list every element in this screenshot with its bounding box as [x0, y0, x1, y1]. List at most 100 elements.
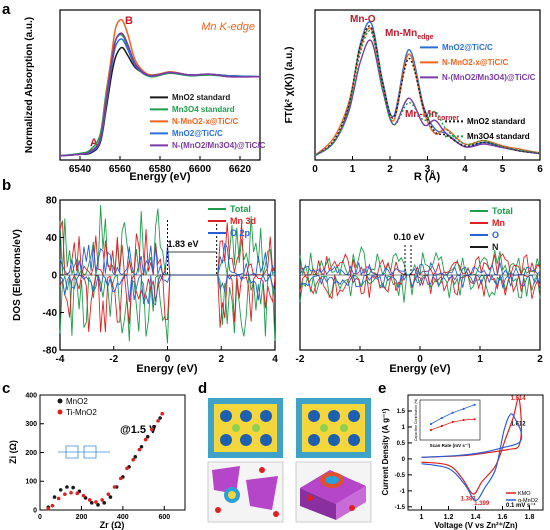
equivalent-circuit-inset: [58, 445, 110, 459]
x-tick-label: 2: [387, 164, 393, 175]
legend-label: Ti-MnO2: [66, 408, 97, 417]
data-point: [131, 457, 136, 462]
inset-x-label: Scan Rate (mV s⁻¹): [430, 443, 471, 448]
data-point: [71, 485, 75, 490]
data-point: [143, 437, 148, 442]
panel-a-left-chart: Mn K-edge Energy (eV) Normalized Absorpt…: [24, 9, 266, 183]
structure-bottom-right: [295, 461, 372, 523]
x-tick-label: 1: [350, 164, 356, 175]
x-tick-label: 4: [272, 354, 278, 365]
data-point: [100, 498, 104, 502]
x-tick-label: 6540: [69, 164, 92, 175]
data-point: [69, 490, 73, 495]
x-axis-label: Energy (eV): [136, 363, 197, 375]
data-point: [112, 485, 117, 489]
data-point: [96, 503, 100, 507]
data-point: [150, 427, 154, 432]
panel-a-right-chart: R (Å) FT(k² χ(K)) (a.u.) Mn-O Mn-Mnedge …: [284, 9, 543, 183]
x-tick-label: 6: [537, 164, 543, 175]
legend-label: MnO2 standard: [467, 117, 525, 126]
data-point: [63, 492, 67, 496]
x-tick-label: 0: [417, 354, 423, 365]
legend-label: Total: [492, 206, 513, 216]
cv-curve: [421, 413, 523, 501]
legend-marker: [57, 398, 63, 404]
data-point: [56, 496, 61, 501]
legend-label: Mn3O4 standard: [467, 132, 530, 141]
x-tick-label: 1.6: [498, 514, 508, 521]
inset-point: [451, 411, 454, 414]
x-tick-label: 200: [76, 514, 88, 521]
y-tick-label: 0.5: [397, 441, 406, 447]
x-tick-label: 0: [38, 514, 42, 521]
x-tick-label: 6580: [149, 164, 172, 175]
annotation-a: A: [90, 137, 98, 149]
legend-label: N-(MnO2/Mn3O4)@TiC/C: [442, 73, 536, 82]
x-axis-label: Energy (eV): [389, 363, 450, 375]
annotation-b: B: [125, 15, 133, 27]
y-tick-label: 100: [25, 479, 37, 486]
y-axis-label: Normalized Absorption (a.u.): [24, 17, 35, 153]
x-tick-label: 4: [462, 164, 468, 175]
inset-point: [440, 424, 443, 428]
cv-curve: [421, 397, 523, 495]
data-point: [145, 434, 150, 439]
inset-point: [451, 420, 454, 424]
panel-label-b: b: [2, 177, 11, 194]
y-tick-label: 200: [25, 450, 37, 457]
inset-point: [429, 428, 433, 432]
chart-title: Mn K-edge: [201, 21, 255, 33]
panel-c-chart: Zr (Ω) Zi (Ω) @1.5 V 0 200 400 600 0 100 200 30…: [8, 392, 186, 530]
data-point: [133, 455, 138, 459]
x-tick-label: 400: [117, 514, 129, 521]
series-line: [314, 25, 541, 157]
data-point: [160, 411, 165, 416]
x-tick-label: 2: [218, 354, 224, 365]
legend-label: N-MnO2-x@TiC/C: [442, 58, 509, 67]
inset-point: [473, 418, 476, 421]
legend-label: KMO: [518, 491, 531, 497]
data-point: [108, 495, 113, 499]
data-point: [118, 476, 123, 481]
peak-label: 1.399: [474, 501, 490, 507]
annotation-mn-mn-edge: Mn-Mnedge: [385, 28, 434, 41]
x-tick-label: -1: [356, 354, 365, 365]
data-point: [137, 447, 142, 452]
legend-label: MnO2 standard: [172, 93, 230, 102]
y-axis-label: DOS (Electrons/eV): [12, 229, 23, 321]
panel-b-right-chart: Energy (eV) 0.10 eV -2 -1 0 1 2 Total Mn ON: [296, 199, 543, 375]
data-point: [52, 495, 57, 499]
data-point: [102, 501, 107, 505]
panel-label-c: c: [2, 380, 10, 397]
legend-label: α-MnO2: [518, 498, 538, 504]
y-tick-label: 400: [25, 392, 37, 399]
data-point: [158, 416, 162, 420]
x-tick-label: 0: [165, 354, 171, 365]
data-point: [139, 444, 144, 449]
data-point: [50, 503, 55, 508]
data-point: [156, 419, 160, 423]
series-line: [59, 32, 261, 157]
y-tick-label: -1.5: [395, 505, 406, 511]
legend-label: O 2p: [230, 228, 251, 238]
x-tick-label: -4: [56, 354, 65, 365]
inset-y-label: Capacitive Contribution (%): [414, 399, 418, 442]
x-tick-label: 2: [537, 354, 543, 365]
data-point: [81, 493, 86, 498]
series-line: [59, 18, 261, 157]
y-tick-label: -1: [400, 489, 406, 495]
y-tick-label: 1: [402, 425, 406, 431]
y-tick-label: 0: [51, 270, 57, 281]
series-line: [59, 33, 261, 157]
panel-label-d: d: [198, 380, 207, 397]
peak-label: 1.383: [461, 496, 477, 502]
series-line: [314, 30, 541, 157]
x-axis-label: R (Å): [414, 170, 441, 183]
x-tick-label: 1: [420, 514, 424, 521]
data-point: [106, 492, 111, 496]
legend-marker: [57, 409, 63, 415]
y-tick-label: 1.5: [397, 409, 406, 415]
x-tick-label: 1.4: [471, 514, 481, 521]
inset-point: [473, 403, 476, 406]
